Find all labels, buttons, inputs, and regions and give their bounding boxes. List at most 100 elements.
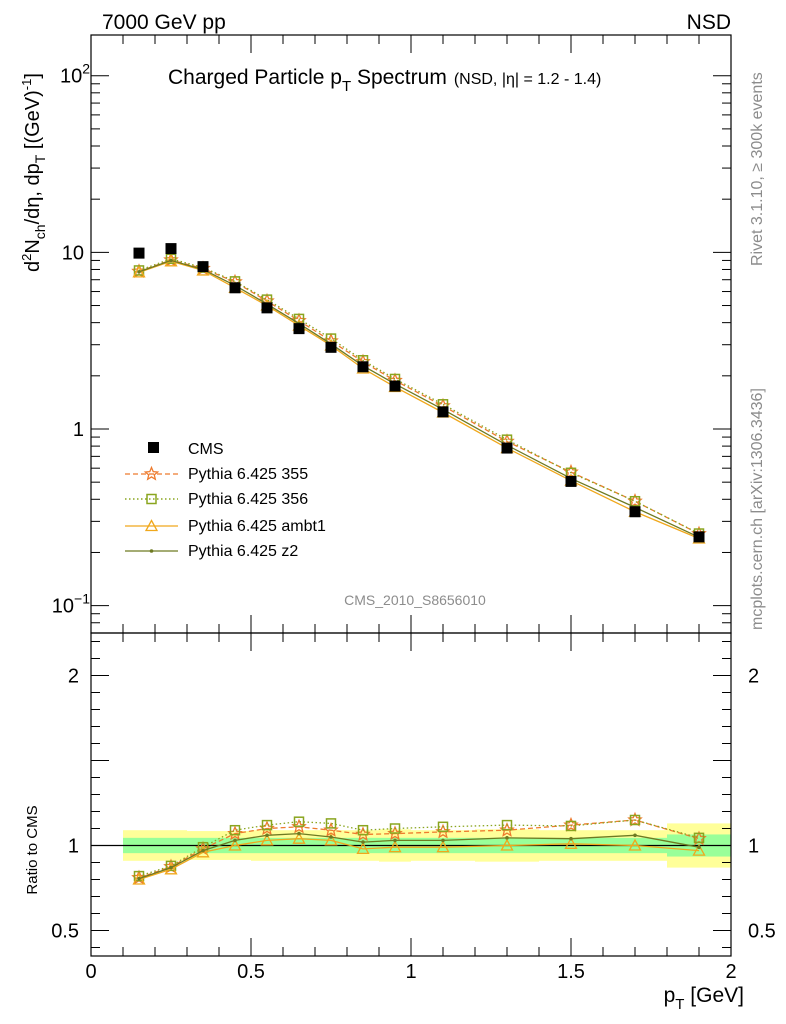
ratio-point-2 (356, 842, 370, 855)
y-tick-label: 1 (73, 419, 84, 441)
legend-label-ambt1: Pythia 6.425 ambt1 (188, 518, 326, 535)
legend-marker-z2 (149, 549, 154, 553)
series-point-3 (137, 270, 141, 274)
series-point-2 (132, 265, 146, 278)
ratio-point-2 (500, 838, 514, 851)
ratio-point-3 (265, 833, 269, 838)
ratio-series-layer (131, 811, 707, 885)
cms-data-point (325, 341, 337, 353)
ratio-point-2 (292, 831, 306, 844)
ratio-point-2 (388, 840, 402, 853)
ratio-y-tick-label-right: 2 (748, 666, 759, 688)
legend-entry-z2: Pythia 6.425 z2 (125, 543, 298, 560)
ratio-line-1 (138, 819, 700, 877)
cms-data-point (565, 475, 577, 487)
ratio-point-3 (169, 865, 173, 870)
y-tick-label: 10 (62, 242, 84, 264)
ratio-point-2 (260, 833, 274, 846)
header-right: NSD (687, 11, 731, 34)
ratio-point-3 (137, 876, 141, 881)
ratio-point-3 (329, 835, 333, 839)
x-axis-label: pT [GeV] (664, 984, 744, 1013)
ratio-point-1 (325, 818, 337, 829)
legend: CMS Pythia 6.425 355 Pythia 6.425 356 Py… (125, 441, 326, 560)
cms-data-point (629, 506, 641, 518)
legend-marker-355 (143, 465, 160, 481)
cms-data-point (437, 406, 449, 418)
ratio-point-2 (564, 836, 578, 849)
analysis-id: CMS_2010_S8656010 (344, 592, 486, 608)
ratio-y-tick-label-left: 2 (68, 666, 79, 688)
ratio-plot-frame (90, 632, 732, 957)
main-plot-frame (90, 34, 732, 634)
main-plot-panel: 10−1 1 10 102 Charged Particle pT Spectrum(… (19, 34, 732, 634)
ratio-y-tick-label-right: 0.5 (748, 921, 776, 943)
ratio-line-2 (138, 838, 700, 881)
legend-label-355: Pythia 6.425 355 (188, 466, 308, 483)
legend-label-z2: Pythia 6.425 z2 (188, 543, 298, 560)
legend-marker-shape (146, 493, 157, 505)
rivet-label: Rivet 3.1.10, ≥ 300k events (749, 72, 766, 266)
ratio-point-1 (229, 824, 241, 836)
cms-data-point (357, 361, 369, 373)
ratio-point-1 (437, 821, 449, 833)
ratio-axis-ticks (90, 633, 732, 956)
y-tick-label: 10−1 (52, 591, 90, 618)
ratio-point-2 (692, 843, 706, 856)
ratio-point-1 (389, 823, 401, 834)
ratio-tick-labels: 0 0.5 1 1.5 2 0.5 1 2 0.5 1 2 (51, 666, 776, 984)
legend-marker-ambt1 (144, 519, 159, 532)
main-y-tick-labels: 10−1 1 10 102 (52, 61, 90, 618)
ratio-point-2 (132, 872, 146, 885)
mcplots-label: mcplots.cern.ch [arXiv:1306.3436] (749, 388, 766, 630)
cms-data-point (501, 442, 513, 454)
legend-label-cms: CMS (188, 441, 224, 458)
ratio-point-3 (569, 836, 573, 841)
ratio-point-1 (501, 819, 513, 831)
legend-marker-shape (149, 549, 154, 553)
cms-data-point (165, 243, 177, 255)
x-tick-label: 1.5 (557, 961, 585, 983)
cms-data-point (229, 282, 241, 294)
ratio-point-3 (233, 838, 237, 843)
x-tick-label: 0 (85, 961, 96, 983)
ratio-point-3 (633, 833, 637, 838)
ratio-point-3 (441, 838, 445, 843)
cms-data-point (293, 323, 305, 335)
ratio-point-2 (436, 840, 450, 853)
legend-marker-shape (144, 519, 159, 532)
legend-marker-356 (146, 493, 157, 505)
legend-marker-cms (148, 442, 159, 453)
ratio-y-tick-label-left: 1 (68, 836, 79, 858)
ratio-point-1 (133, 870, 145, 882)
ratio-point-1 (565, 820, 577, 832)
cms-data-point (261, 302, 273, 314)
plot-title: Charged Particle pT Spectrum (NSD, |η| = … (168, 66, 601, 95)
ratio-point-3 (393, 838, 397, 843)
x-tick-label: 1 (405, 961, 416, 983)
ratio-point-2 (228, 838, 242, 851)
legend-entry-355: Pythia 6.425 355 (125, 465, 308, 483)
cms-data-point (197, 261, 209, 273)
ratio-point-1 (629, 814, 641, 826)
x-tick-label: 0.5 (237, 961, 265, 983)
legend-label-356: Pythia 6.425 356 (188, 491, 308, 508)
ratio-y-tick-label-right: 1 (748, 836, 759, 858)
ratio-point-3 (201, 848, 205, 853)
ratio-line-3 (138, 832, 700, 880)
cms-data-point (693, 531, 705, 543)
main-axis-ticks (90, 35, 732, 634)
cms-data-point (133, 247, 145, 259)
ratio-y-axis-label: Ratio to CMS (24, 805, 41, 894)
ratio-y-tick-label-left: 0.5 (51, 921, 79, 943)
cms-data-point (389, 380, 401, 392)
y-tick-label: 102 (60, 61, 90, 88)
ratio-point-3 (505, 836, 509, 840)
ratio-point-2 (628, 838, 642, 851)
legend-entry-356: Pythia 6.425 356 (125, 491, 308, 508)
ratio-point-3 (361, 840, 365, 844)
ratio-point-2 (324, 833, 338, 846)
series-point-1 (165, 253, 177, 264)
main-y-axis-label: d2Nch/dη, dpT [(GeV)-1] (19, 73, 48, 272)
